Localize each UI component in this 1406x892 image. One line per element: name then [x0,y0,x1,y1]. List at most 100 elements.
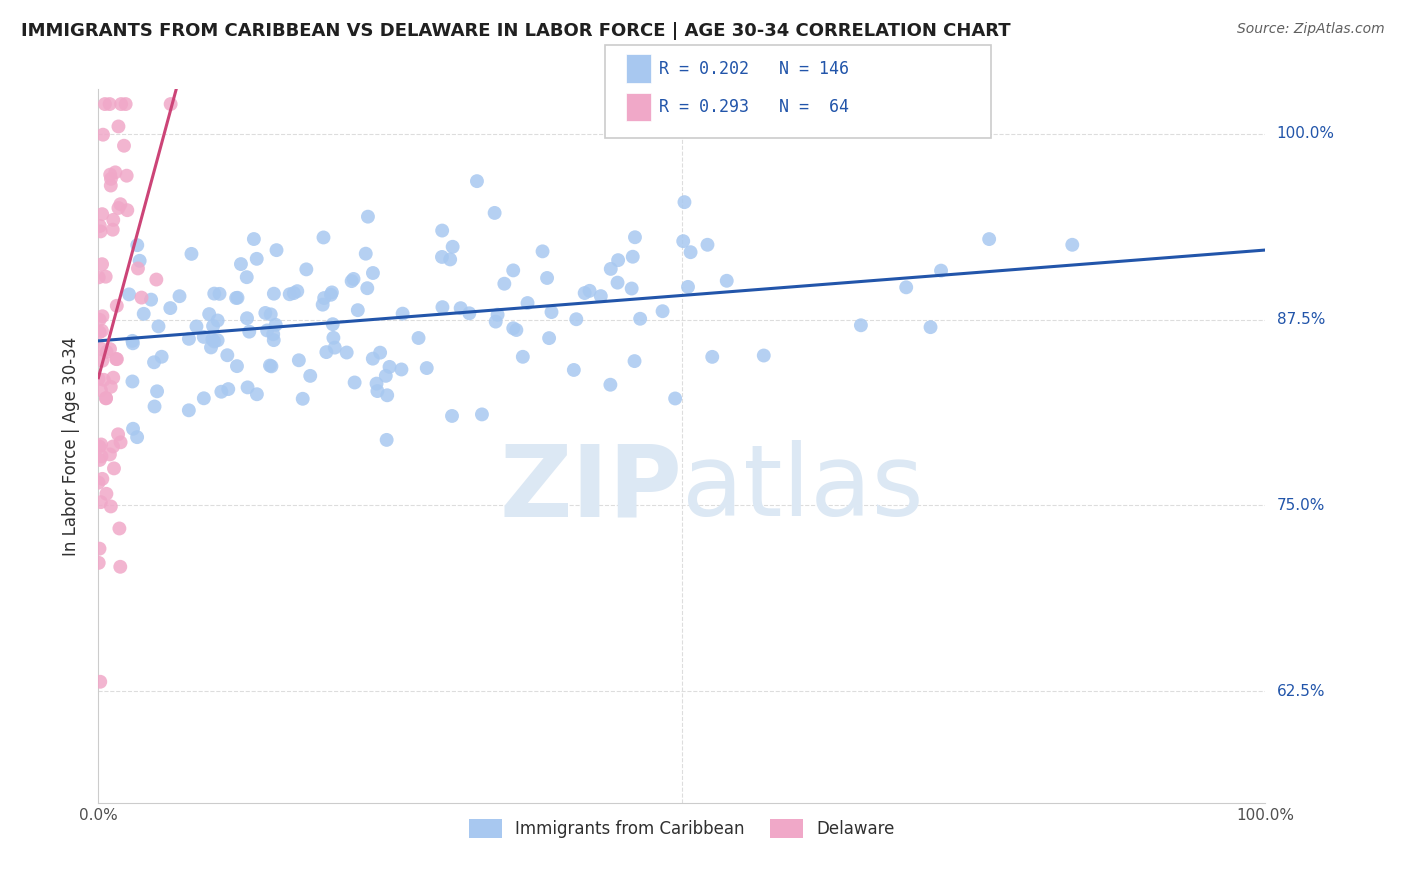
Text: R = 0.202   N = 146: R = 0.202 N = 146 [659,60,849,78]
Point [471,408,494,422]
Text: ZIP: ZIP [499,441,682,537]
Point [105,352,128,367]
Point [89,453,111,467]
Point [323,341,346,355]
Point [91,472,114,486]
Point [121,375,143,389]
Point [589,289,612,303]
Text: 62.5%: 62.5% [1277,684,1324,698]
Point [143,400,166,414]
Point [87,372,110,386]
Point [502,263,524,277]
Point [291,392,314,406]
Point [89,674,111,689]
Point [208,286,231,301]
Point [465,174,488,188]
Point [439,252,461,267]
Point [110,97,132,112]
Point [430,223,453,237]
Point [105,299,128,313]
Point [235,270,257,285]
Point [340,274,363,288]
Point [896,280,918,294]
Point [115,169,138,183]
Point [458,306,481,320]
Point [87,270,110,285]
Point [132,307,155,321]
Point [408,331,430,345]
Point [100,178,122,193]
Point [486,308,509,322]
Point [101,440,124,454]
Point [207,313,229,327]
Point [186,319,208,334]
Text: 75.0%: 75.0% [1277,498,1324,513]
Point [562,363,585,377]
Point [322,331,344,345]
Point [696,237,718,252]
Point [512,350,534,364]
Point [198,307,221,321]
Point [110,559,132,574]
Point [676,280,699,294]
Point [312,230,335,244]
Point [283,286,305,301]
Point [599,261,621,276]
Point [716,274,738,288]
Point [100,500,122,514]
Point [259,359,281,373]
Point [314,291,336,305]
Point [217,382,239,396]
Point [148,319,170,334]
Point [243,232,266,246]
Point [278,287,301,301]
Point [107,201,129,215]
Point [207,334,229,348]
Point [254,306,277,320]
Point [103,461,125,475]
Point [98,168,121,182]
Point [105,351,128,366]
Point [226,359,249,373]
Point [93,373,115,387]
Point [117,203,139,218]
Point [752,349,775,363]
Point [139,293,162,307]
Point [131,291,153,305]
Point [288,353,311,368]
Point [375,388,398,402]
Point [180,247,202,261]
Point [673,195,696,210]
Point [516,296,538,310]
Point [159,97,181,112]
Point [90,383,112,397]
Point [260,307,283,321]
Point [122,336,145,351]
Point [122,422,145,436]
Point [200,340,222,354]
Text: atlas: atlas [682,441,924,537]
Point [225,291,247,305]
Point [101,223,124,237]
Point [91,353,114,368]
Point [979,232,1001,246]
Point [531,244,554,259]
Point [90,342,112,356]
Point [91,207,114,221]
Point [321,285,343,300]
Point [89,219,111,233]
Point [150,350,173,364]
Point [346,303,368,318]
Point [263,333,285,347]
Point [450,301,472,315]
Point [536,271,558,285]
Point [494,277,516,291]
Text: R = 0.293   N =  64: R = 0.293 N = 64 [659,98,849,116]
Text: 100.0%: 100.0% [1277,127,1334,141]
Point [94,97,117,112]
Point [94,269,117,284]
Point [107,120,129,134]
Point [361,351,384,366]
Point [143,355,166,369]
Point [90,450,112,464]
